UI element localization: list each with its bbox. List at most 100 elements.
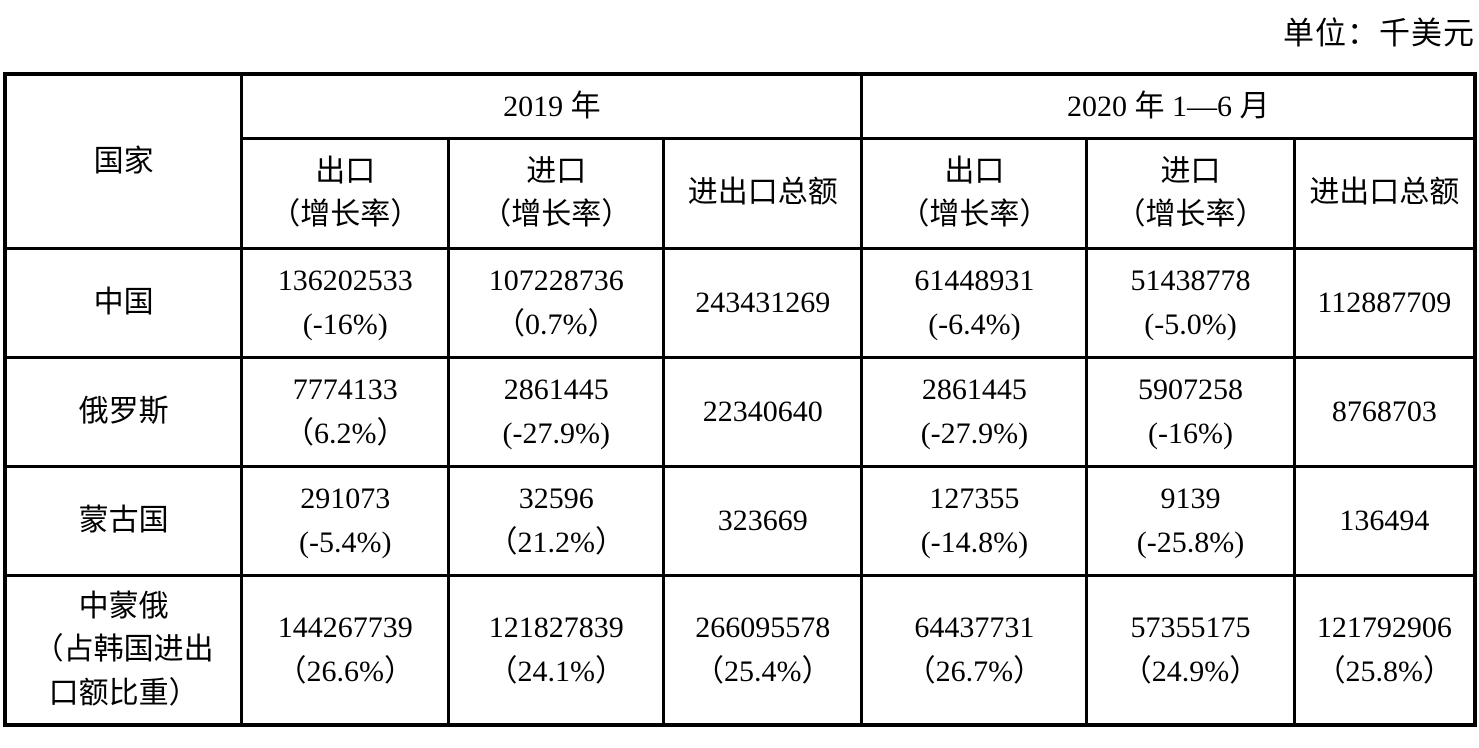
- header-export-2020: 出口 （增长率）: [860, 136, 1089, 250]
- cell-russia-import-2019: 2861445 (-27.9%): [447, 355, 666, 468]
- country-line1: 蒙古国: [78, 503, 169, 537]
- unit-label: 单位：千美元: [1283, 16, 1475, 51]
- cell-value: 127355: [929, 482, 1020, 515]
- header-growth-label: （增长率）: [481, 198, 632, 231]
- cell-value: 243431269: [695, 285, 831, 319]
- cell-china-import-2019: 107228736 （0.7%）: [447, 246, 666, 359]
- cell-value: 291073: [300, 482, 391, 515]
- cell-mongolia-total-2019: 323669: [662, 464, 864, 577]
- header-export-label: 出口: [315, 154, 376, 188]
- cell-combined-import-2020: 57355175 （24.9%）: [1085, 573, 1296, 727]
- cell-value: 121792906: [1316, 611, 1452, 645]
- cell-value: 61448931: [914, 264, 1035, 297]
- country-name-mongolia: 蒙古国: [3, 464, 244, 577]
- cell-value: 2861445: [503, 373, 609, 406]
- cell-mongolia-import-2019: 32596 （21.2%）: [447, 464, 666, 577]
- cell-value: 57355175: [1130, 611, 1251, 645]
- cell-value: 5907258: [1138, 373, 1243, 406]
- year-group-2019: 2019 年: [240, 72, 864, 140]
- header-import-label: 进口: [526, 154, 587, 188]
- cell-value: 266095578: [695, 611, 831, 645]
- cell-growth: (-27.9%): [920, 416, 1029, 450]
- year-group-2020: 2020 年 1—6 月: [860, 72, 1477, 140]
- cell-value: 112887709: [1317, 285, 1452, 319]
- cell-combined-total-2019: 266095578 （25.4%）: [662, 573, 864, 727]
- cell-value: 8768703: [1331, 394, 1437, 428]
- cell-value: 136202533: [277, 264, 413, 297]
- country-name-russia: 俄罗斯: [3, 355, 244, 468]
- cell-growth: （25.4%）: [694, 654, 832, 688]
- cell-growth: （25.8%）: [1315, 654, 1454, 688]
- cell-growth: （24.1%）: [487, 654, 625, 688]
- cell-growth: (-16%): [302, 307, 388, 341]
- cell-russia-total-2020: 8768703: [1292, 355, 1477, 468]
- cell-value: 64437731: [914, 611, 1035, 645]
- country-line2: （占韩国进出口额比重）: [33, 633, 214, 710]
- cell-combined-export-2019: 144267739 （26.6%）: [240, 573, 451, 727]
- cell-mongolia-export-2020: 127355 (-14.8%): [860, 464, 1089, 577]
- cell-value: 7774133: [292, 373, 398, 406]
- cell-combined-export-2020: 64437731 （26.7%）: [860, 573, 1089, 727]
- cell-russia-import-2020: 5907258 (-16%): [1085, 355, 1296, 468]
- cell-growth: (-5.4%): [299, 525, 392, 559]
- header-import-label: 进口: [1160, 154, 1221, 188]
- cell-growth: (-16%): [1148, 416, 1233, 450]
- country-line1: 俄罗斯: [78, 394, 169, 428]
- header-import-2019: 进口 （增长率）: [447, 136, 666, 250]
- cell-value: 32596: [518, 482, 594, 515]
- cell-growth: (-25.8%): [1136, 525, 1245, 559]
- cell-growth: （26.7%）: [905, 654, 1044, 688]
- country-line1: 中国: [93, 285, 154, 319]
- header-sub-row: 出口 （增长率） 进口 （增长率） 进出口总额 出口 （增长率） 进口 （增长率…: [5, 136, 1477, 250]
- country-name-china: 中国: [3, 246, 244, 359]
- cell-china-export-2019: 136202533 (-16%): [240, 246, 451, 359]
- cell-combined-import-2019: 121827839 （24.1%）: [447, 573, 666, 727]
- country-line1: 中蒙俄: [78, 589, 169, 623]
- cell-russia-export-2019: 7774133 （6.2%）: [240, 355, 451, 468]
- header-growth-label: （增长率）: [270, 198, 421, 231]
- table-row-china: 中国 136202533 (-16%) 107228736 （0.7%） 243…: [3, 246, 1477, 359]
- table-row-combined: 中蒙俄 （占韩国进出口额比重） 144267739 （26.6%） 121827…: [3, 573, 1477, 727]
- cell-china-import-2020: 51438778 (-5.0%): [1085, 246, 1296, 359]
- trade-statistics-table: 国家 2019 年 2020 年 1—6 月 出口 （增长率） 进口 （增长率）…: [3, 72, 1477, 727]
- header-total-2019: 进出口总额: [662, 136, 864, 250]
- cell-china-export-2020: 61448931 (-6.4%): [860, 246, 1089, 359]
- cell-value: 9139: [1160, 482, 1221, 515]
- country-name-combined: 中蒙俄 （占韩国进出口额比重）: [3, 573, 244, 727]
- cell-growth: (-6.4%): [928, 307, 1021, 341]
- cell-growth: (-5.0%): [1144, 307, 1237, 341]
- header-import-2020: 进口 （增长率）: [1085, 136, 1296, 250]
- cell-mongolia-export-2019: 291073 (-5.4%): [240, 464, 451, 577]
- header-year-row: 国家 2019 年 2020 年 1—6 月: [3, 72, 1477, 250]
- cell-value: 51438778: [1130, 264, 1251, 297]
- cell-value: 22340640: [702, 394, 823, 428]
- cell-mongolia-total-2020: 136494: [1292, 464, 1477, 577]
- cell-value: 107228736: [488, 264, 624, 297]
- header-export-2019: 出口 （增长率）: [240, 136, 451, 250]
- table-row-russia: 俄罗斯 7774133 （6.2%） 2861445 (-27.9%) 2234…: [3, 355, 1477, 468]
- cell-china-total-2020: 112887709: [1292, 246, 1477, 359]
- cell-value: 323669: [717, 503, 808, 537]
- header-growth-label: （增长率）: [899, 198, 1050, 231]
- country-column-header: 国家: [3, 72, 244, 250]
- cell-growth: (-27.9%): [502, 416, 610, 450]
- cell-mongolia-import-2020: 9139 (-25.8%): [1085, 464, 1296, 577]
- cell-growth: （6.2%）: [284, 416, 407, 450]
- cell-growth: （24.9%）: [1121, 654, 1260, 688]
- cell-growth: （0.7%）: [494, 307, 618, 341]
- cell-russia-total-2019: 22340640: [662, 355, 864, 468]
- header-export-label: 出口: [944, 154, 1005, 188]
- cell-growth: （21.2%）: [487, 525, 625, 559]
- cell-value: 2861445: [921, 373, 1027, 406]
- cell-growth: (-14.8%): [920, 525, 1029, 559]
- cell-value: 136494: [1339, 503, 1430, 537]
- cell-value: 121827839: [488, 611, 624, 645]
- table-row-mongolia: 蒙古国 291073 (-5.4%) 32596 （21.2%） 323669 …: [3, 464, 1477, 577]
- cell-russia-export-2020: 2861445 (-27.9%): [860, 355, 1089, 468]
- cell-china-total-2019: 243431269: [662, 246, 864, 359]
- cell-growth: （26.6%）: [276, 654, 415, 688]
- cell-value: 144267739: [277, 611, 413, 645]
- header-growth-label: （增长率）: [1115, 198, 1266, 231]
- header-total-2020: 进出口总额: [1292, 136, 1477, 250]
